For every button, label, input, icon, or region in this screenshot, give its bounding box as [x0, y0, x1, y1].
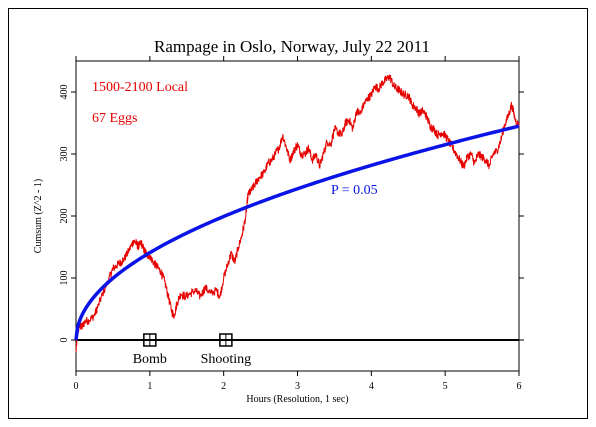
x-tick-label: 4	[369, 381, 374, 392]
y-tick-label: 400	[59, 85, 70, 100]
chart-svg: Rampage in Oslo, Norway, July 22 2011 0 1…	[33, 37, 524, 405]
event-label: Bomb	[133, 352, 167, 367]
chart-title: Rampage in Oslo, Norway, July 22 2011	[154, 37, 430, 56]
y-tick-label: 300	[59, 147, 70, 162]
event-marker-bomb: Bomb	[133, 333, 167, 367]
plot-area-border	[75, 60, 520, 372]
probability-envelope-line	[74, 124, 520, 341]
events-layer: Bomb Shooting	[133, 333, 252, 367]
x-axis-label: Hours (Resolution, 1 sec)	[246, 394, 348, 405]
series-layer	[74, 74, 520, 353]
eggs-annotation: 67 Eggs	[92, 111, 138, 126]
chart-frame: Rampage in Oslo, Norway, July 22 2011 0 1…	[8, 8, 588, 419]
probability-annotation: P = 0.05	[331, 183, 378, 198]
x-tick-label: 0	[74, 381, 79, 392]
y-tick-label: 100	[59, 271, 70, 286]
x-tick-label: 6	[517, 381, 522, 392]
y-tick-labels: 0 100 200 300 400	[59, 85, 70, 343]
cumsum-series-line	[75, 74, 520, 353]
axis-ticks	[71, 56, 524, 376]
x-tick-label: 1	[147, 381, 152, 392]
time-range-annotation: 1500-2100 Local	[92, 80, 188, 95]
event-label: Shooting	[201, 352, 252, 367]
x-tick-label: 3	[295, 381, 300, 392]
x-tick-label: 5	[443, 381, 448, 392]
y-tick-label: 200	[59, 209, 70, 224]
y-axis-label: Cumsum (Z^2 - 1)	[33, 179, 44, 253]
y-tick-label: 0	[59, 338, 70, 343]
x-tick-labels: 0 1 2 3 4 5 6	[74, 381, 522, 392]
event-marker-shooting: Shooting	[201, 333, 252, 367]
x-tick-label: 2	[221, 381, 226, 392]
